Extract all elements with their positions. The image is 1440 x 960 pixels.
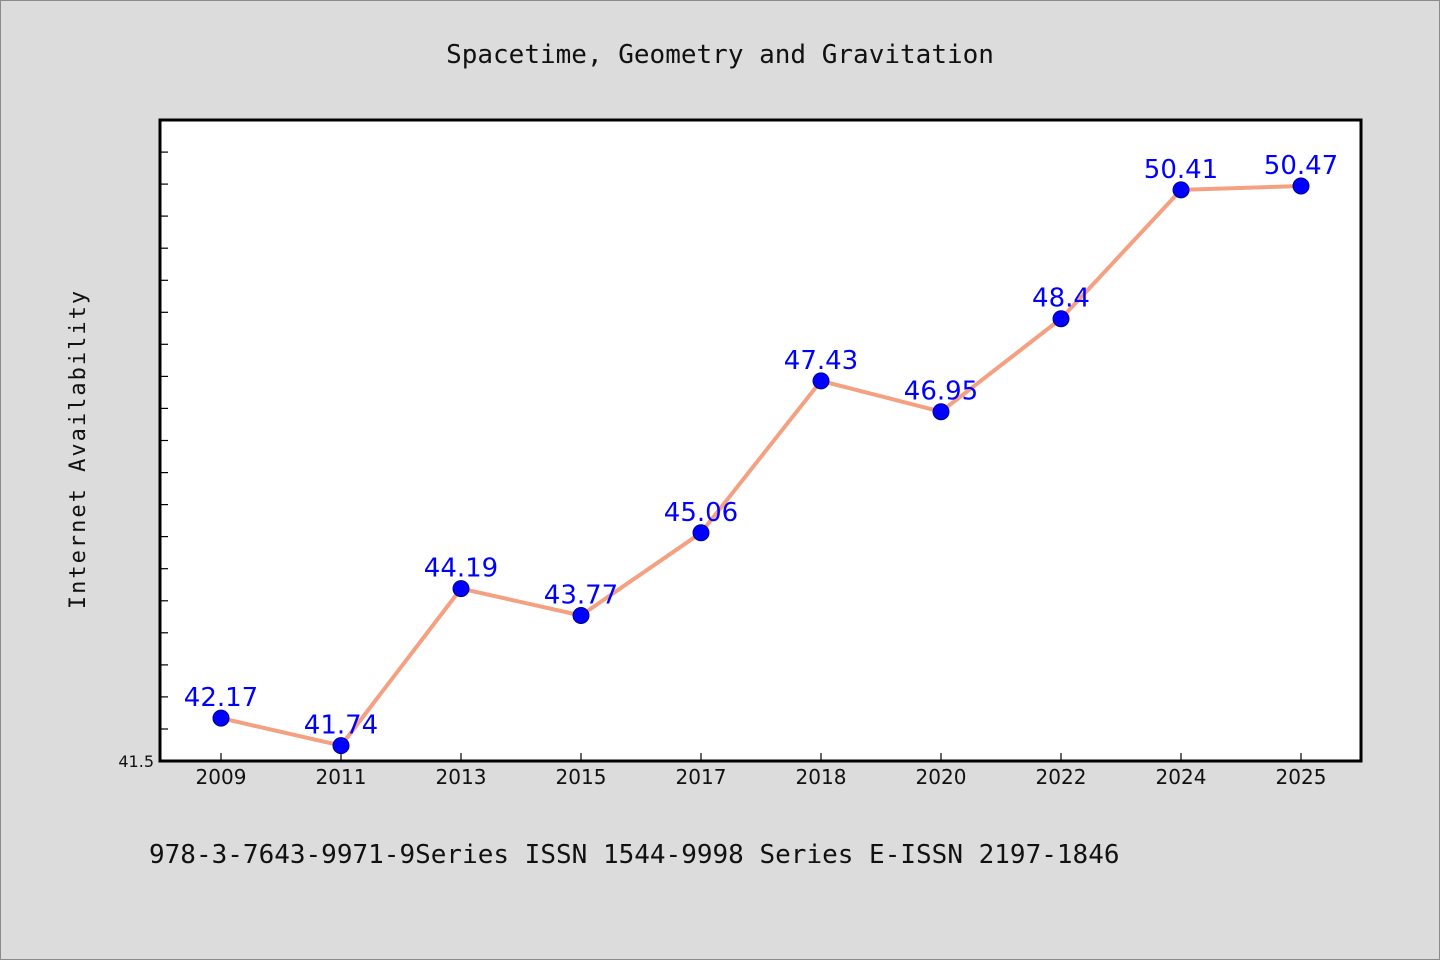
plot-area xyxy=(160,120,1361,761)
y-tick-labels: 41.5 xyxy=(118,752,154,771)
data-point xyxy=(812,372,830,390)
x-tick-label: 2018 xyxy=(796,765,847,789)
data-label: 44.19 xyxy=(424,554,498,584)
data-label: 46.95 xyxy=(904,377,978,407)
y-axis-label: Internet Availability xyxy=(66,289,91,609)
chart-title: Spacetime, Geometry and Gravitation xyxy=(446,40,994,70)
x-axis-ticks: 2009 2011 2013 2015 2017 2018 2020 2022 2024 2025 xyxy=(196,753,1327,789)
x-tick-label: 2022 xyxy=(1036,765,1087,789)
x-tick-label: 2020 xyxy=(916,765,967,789)
data-point xyxy=(572,607,590,624)
x-tick-label: 2017 xyxy=(676,765,727,789)
data-label: 48.4 xyxy=(1032,284,1090,314)
x-tick-label: 2025 xyxy=(1276,765,1327,789)
data-point xyxy=(212,709,230,727)
x-tick-label: 2009 xyxy=(196,765,247,789)
data-point xyxy=(692,524,710,542)
data-label: 45.06 xyxy=(664,498,738,528)
isbn-footnote: 978-3-7643-9971-9Series ISSN 1544-9998 S… xyxy=(149,840,1120,870)
plot-frame xyxy=(158,118,1363,763)
data-point xyxy=(332,737,350,755)
data-label: 41.74 xyxy=(304,711,378,741)
data-point xyxy=(1172,181,1190,199)
data-point xyxy=(1052,310,1070,328)
x-tick-label: 2011 xyxy=(316,765,367,789)
x-tick-label: 2013 xyxy=(436,765,487,789)
data-point xyxy=(452,580,470,598)
data-label: 50.47 xyxy=(1264,151,1338,181)
data-markers xyxy=(212,177,1310,755)
data-point xyxy=(932,403,950,421)
x-tick-label: 2024 xyxy=(1156,765,1207,789)
data-label: 42.17 xyxy=(184,683,258,713)
x-tick-label: 2015 xyxy=(556,765,607,789)
data-labels: 42.17 41.74 44.19 43.77 45.06 47.43 46.95 48.4 5… xyxy=(184,151,1338,741)
data-label: 43.77 xyxy=(544,581,618,611)
data-label: 50.41 xyxy=(1144,155,1218,185)
data-point xyxy=(1292,177,1310,195)
series-line xyxy=(219,184,1303,748)
data-label: 47.43 xyxy=(784,346,858,376)
y-tick-label: 41.5 xyxy=(118,752,154,771)
